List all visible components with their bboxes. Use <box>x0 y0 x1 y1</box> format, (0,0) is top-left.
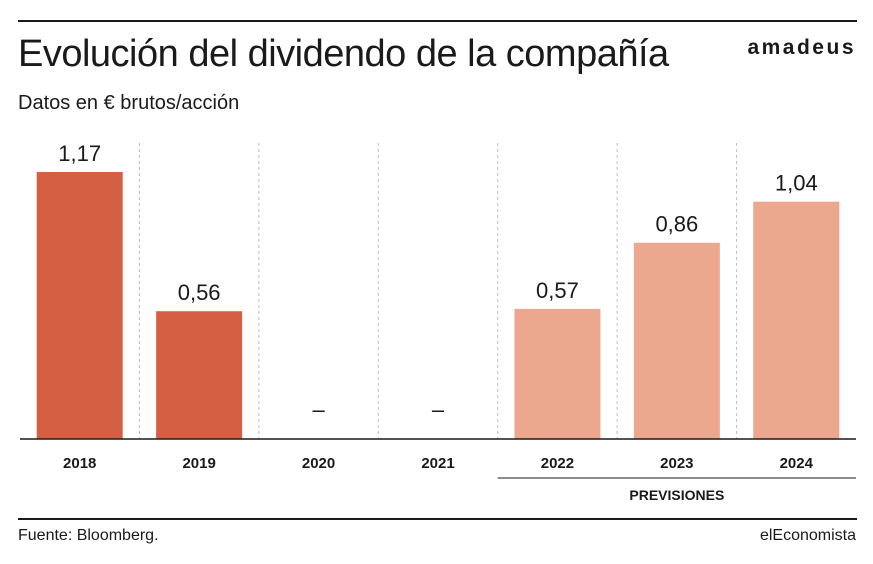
data-label-2019: 0,56 <box>178 280 221 305</box>
bar-2024 <box>753 201 840 439</box>
chart-title: Evolución del dividendo de la compañía <box>18 33 669 75</box>
data-label-2020: – <box>312 397 325 422</box>
bar-2023 <box>633 242 720 439</box>
bar-2022 <box>514 308 601 439</box>
top-rule <box>18 20 857 22</box>
data-label-2024: 1,04 <box>775 171 818 196</box>
data-label-2023: 0,86 <box>655 212 698 237</box>
forecast-label: PREVISIONES <box>629 487 724 503</box>
brand-logo: amadeus <box>747 36 856 59</box>
data-label-2018: 1,17 <box>58 141 101 166</box>
x-tick-label-2022: 2022 <box>541 455 574 472</box>
x-tick-label-2024: 2024 <box>780 455 814 472</box>
data-label-2021: – <box>432 397 445 422</box>
data-label-2022: 0,57 <box>536 278 579 303</box>
source-note: Fuente: Bloomberg. <box>18 527 159 544</box>
x-tick-label-2019: 2019 <box>182 455 215 472</box>
x-tick-label-2020: 2020 <box>302 455 335 472</box>
bottom-rule <box>18 518 857 520</box>
bar-2019 <box>156 311 243 439</box>
publisher-credit: elEconomista <box>759 527 856 544</box>
x-tick-label-2023: 2023 <box>660 455 693 472</box>
x-tick-label-2018: 2018 <box>63 455 96 472</box>
chart-subtitle: Datos en € brutos/acción <box>18 92 240 114</box>
x-tick-label-2021: 2021 <box>421 455 454 472</box>
bar-2018 <box>36 172 123 439</box>
